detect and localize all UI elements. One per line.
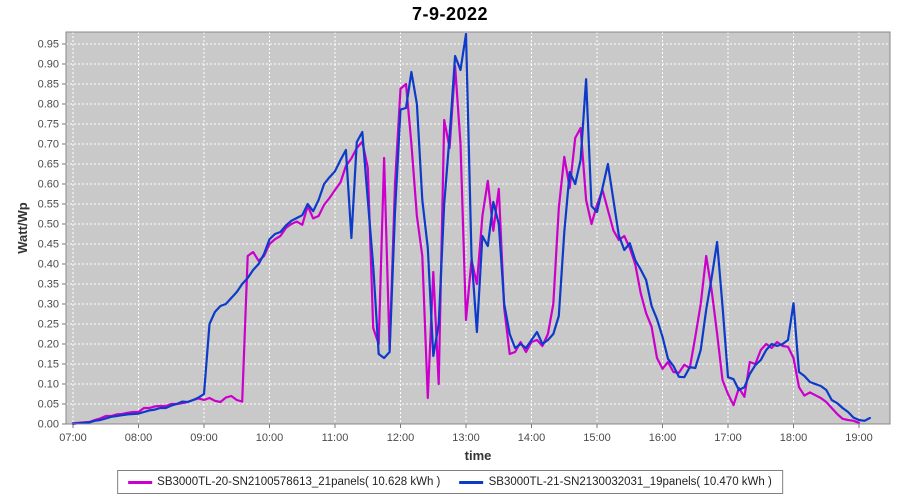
svg-text:10:00: 10:00 <box>256 432 284 444</box>
chart-title: 7-9-2022 <box>411 4 489 24</box>
svg-text:0.95: 0.95 <box>38 39 59 51</box>
svg-text:0.30: 0.30 <box>38 299 59 311</box>
legend-line-swatch <box>128 481 153 484</box>
svg-text:09:00: 09:00 <box>190 432 218 444</box>
y-axis-label: Watt/Wp <box>15 202 30 254</box>
svg-text:16:00: 16:00 <box>649 432 677 444</box>
svg-text:0.15: 0.15 <box>38 359 59 371</box>
svg-text:15:00: 15:00 <box>583 432 611 444</box>
svg-text:19:00: 19:00 <box>845 432 873 444</box>
legend-item-label: SB3000TL-21-SN2130032031_19panels( 10.47… <box>488 476 772 488</box>
legend-item-sb3000tl-20: SB3000TL-20-SN2100578613_21panels( 10.62… <box>128 475 440 490</box>
svg-text:14:00: 14:00 <box>518 432 546 444</box>
svg-text:0.70: 0.70 <box>38 139 59 151</box>
svg-text:13:00: 13:00 <box>452 432 480 444</box>
chart-legend: SB3000TL-20-SN2100578613_21panels( 10.62… <box>117 470 783 494</box>
legend-line-swatch <box>459 481 484 484</box>
svg-text:0.75: 0.75 <box>38 119 59 131</box>
svg-text:0.55: 0.55 <box>38 199 59 211</box>
svg-text:17:00: 17:00 <box>714 432 742 444</box>
svg-text:11:00: 11:00 <box>322 432 349 444</box>
svg-text:0.10: 0.10 <box>38 379 59 391</box>
svg-text:0.65: 0.65 <box>38 159 59 171</box>
svg-text:0.05: 0.05 <box>38 399 59 411</box>
svg-text:0.90: 0.90 <box>38 59 59 71</box>
svg-text:0.40: 0.40 <box>38 259 59 271</box>
svg-text:18:00: 18:00 <box>780 432 808 444</box>
plot-svg: 0.00 0.05 0.10 0.15 0.20 0.25 0.30 0.35 0.40 0.45… <box>38 31 891 444</box>
legend-item-label: SB3000TL-20-SN2100578613_21panels( 10.62… <box>157 476 441 488</box>
svg-text:0.20: 0.20 <box>38 339 59 351</box>
svg-text:07:00: 07:00 <box>59 432 87 444</box>
svg-text:12:00: 12:00 <box>387 432 415 444</box>
svg-text:0.80: 0.80 <box>38 99 59 111</box>
svg-text:0.25: 0.25 <box>38 319 59 331</box>
svg-text:0.85: 0.85 <box>38 79 59 91</box>
svg-text:0.35: 0.35 <box>38 279 59 291</box>
x-axis-label: time <box>464 448 492 463</box>
svg-text:0.60: 0.60 <box>38 179 59 191</box>
series-line-1 <box>71 32 872 426</box>
series-line-0 <box>71 64 861 425</box>
svg-text:0.50: 0.50 <box>38 219 59 231</box>
svg-text:08:00: 08:00 <box>125 432 153 444</box>
svg-text:0.00: 0.00 <box>38 419 59 431</box>
svg-text:0.45: 0.45 <box>38 239 59 251</box>
legend-item-sb3000tl-21: SB3000TL-21-SN2130032031_19panels( 10.47… <box>459 475 772 490</box>
